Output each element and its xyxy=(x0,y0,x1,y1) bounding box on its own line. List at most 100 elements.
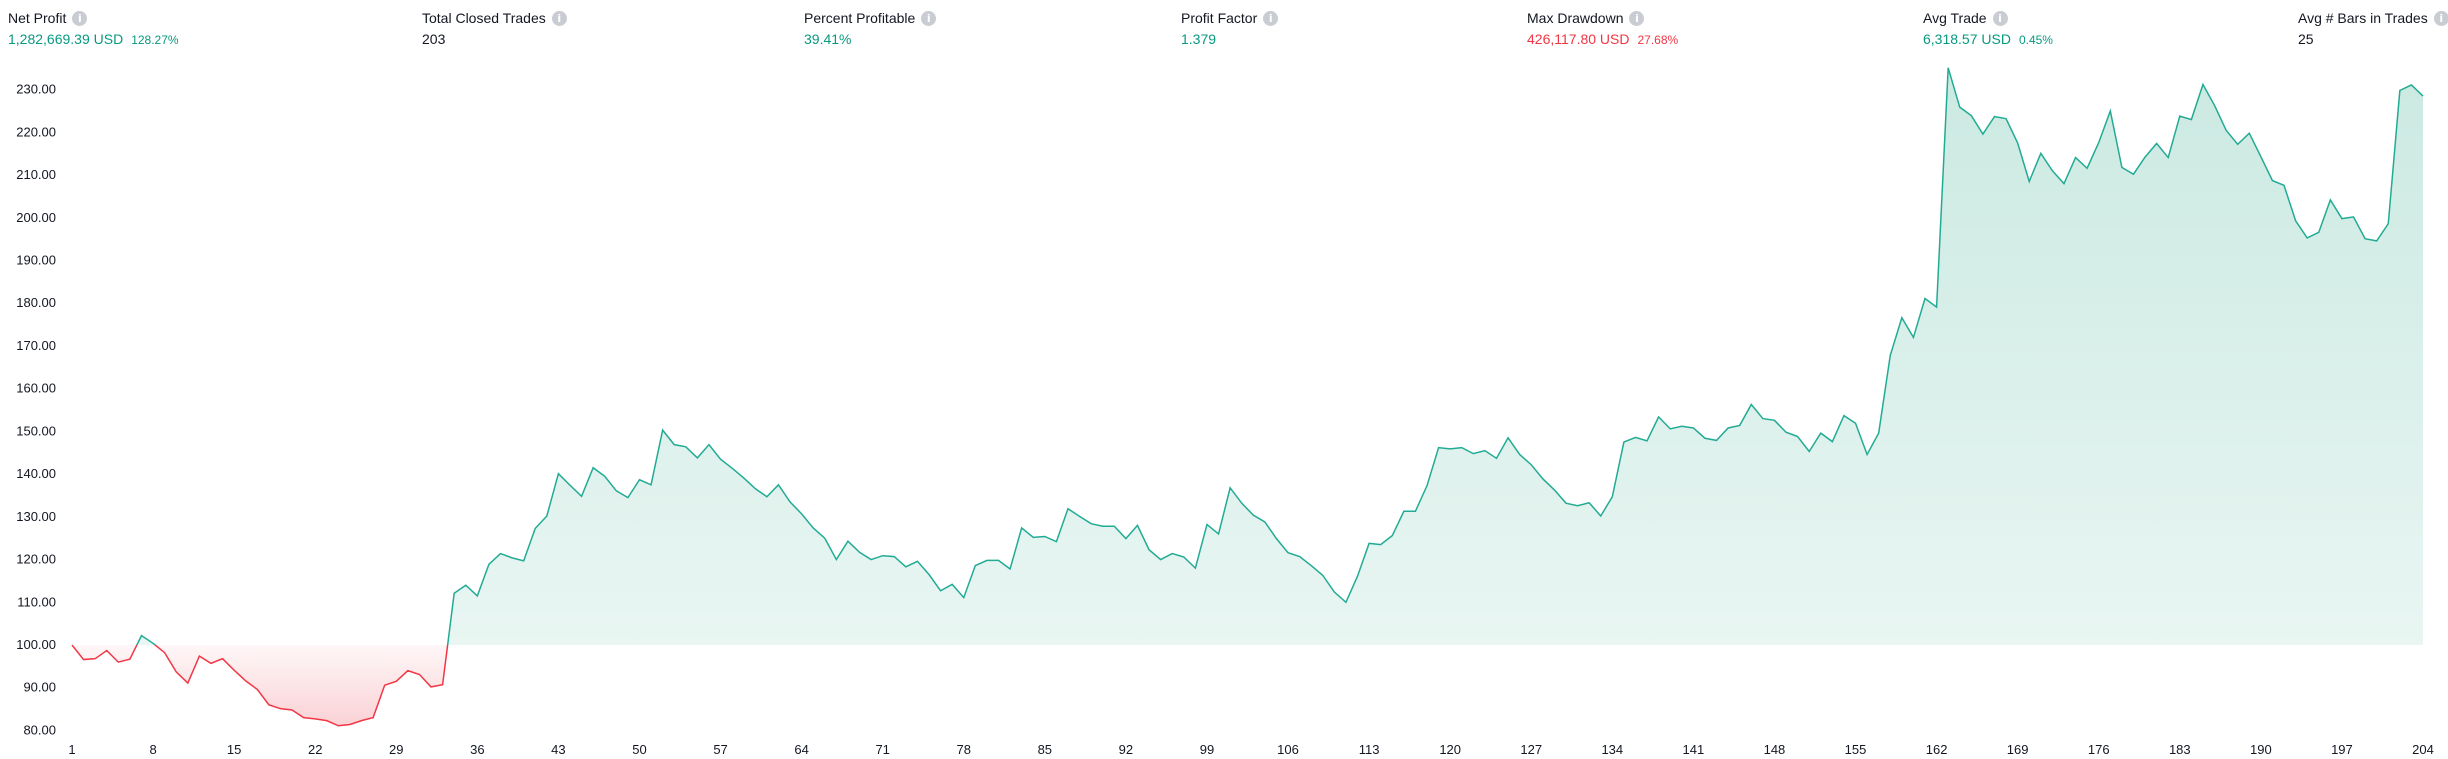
equity-point[interactable] xyxy=(1528,462,1534,468)
equity-point[interactable] xyxy=(254,686,260,692)
equity-point[interactable] xyxy=(440,682,446,688)
equity-point[interactable] xyxy=(752,486,758,492)
equity-point[interactable] xyxy=(1482,448,1488,454)
equity-point[interactable] xyxy=(938,588,944,594)
equity-point[interactable] xyxy=(1273,536,1279,542)
equity-point[interactable] xyxy=(949,581,955,587)
equity-point[interactable] xyxy=(1285,550,1291,556)
info-icon[interactable]: i xyxy=(1992,10,2008,26)
equity-point[interactable] xyxy=(1030,534,1036,540)
equity-chart[interactable]: 80.00 90.00 100.00 110.00 120.00 130.00 140.00… xyxy=(0,58,2448,759)
equity-point[interactable] xyxy=(1192,565,1198,571)
equity-point[interactable] xyxy=(648,482,654,488)
info-icon[interactable]: i xyxy=(551,10,567,26)
equity-point[interactable] xyxy=(1829,439,1835,445)
equity-point[interactable] xyxy=(2096,140,2102,146)
equity-point[interactable] xyxy=(289,707,295,713)
equity-point[interactable] xyxy=(324,718,330,724)
equity-point[interactable] xyxy=(521,558,527,564)
equity-point[interactable] xyxy=(2374,238,2380,244)
equity-point[interactable] xyxy=(1771,417,1777,423)
equity-point[interactable] xyxy=(660,427,666,433)
equity-point[interactable] xyxy=(1748,401,1754,407)
equity-point[interactable] xyxy=(1007,566,1013,572)
equity-point[interactable] xyxy=(914,558,920,564)
equity-point[interactable] xyxy=(2200,82,2206,88)
equity-point[interactable] xyxy=(1702,435,1708,441)
equity-point[interactable] xyxy=(1714,437,1720,443)
equity-point[interactable] xyxy=(1239,500,1245,506)
equity-point[interactable] xyxy=(1864,451,1870,457)
equity-point[interactable] xyxy=(1679,423,1685,429)
info-icon[interactable]: i xyxy=(921,10,937,26)
equity-point[interactable] xyxy=(1042,534,1048,540)
equity-point[interactable] xyxy=(741,475,747,481)
equity-point[interactable] xyxy=(880,553,886,559)
equity-point[interactable] xyxy=(845,538,851,544)
equity-point[interactable] xyxy=(451,590,457,596)
equity-point[interactable] xyxy=(463,582,469,588)
equity-point[interactable] xyxy=(2362,236,2368,242)
equity-point[interactable] xyxy=(2327,197,2333,203)
equity-point[interactable] xyxy=(1934,304,1940,310)
equity-point[interactable] xyxy=(416,671,422,677)
equity-point[interactable] xyxy=(1169,551,1175,557)
equity-point[interactable] xyxy=(1609,494,1615,500)
equity-point[interactable] xyxy=(81,657,87,663)
equity-point[interactable] xyxy=(1366,540,1372,546)
equity-point[interactable] xyxy=(1841,413,1847,419)
equity-point[interactable] xyxy=(2119,164,2125,170)
equity-point[interactable] xyxy=(185,680,191,686)
equity-point[interactable] xyxy=(868,557,874,563)
equity-point[interactable] xyxy=(2223,127,2229,133)
equity-point[interactable] xyxy=(2177,113,2183,119)
equity-point[interactable] xyxy=(1887,352,1893,358)
equity-point[interactable] xyxy=(266,702,272,708)
equity-point[interactable] xyxy=(1412,508,1418,514)
equity-point[interactable] xyxy=(636,477,642,483)
equity-point[interactable] xyxy=(196,653,202,659)
equity-point[interactable] xyxy=(498,551,504,557)
equity-point[interactable] xyxy=(104,648,110,654)
equity-point[interactable] xyxy=(2003,116,2009,122)
equity-point[interactable] xyxy=(706,442,712,448)
equity-point[interactable] xyxy=(2258,154,2264,160)
equity-point[interactable] xyxy=(1725,425,1731,431)
equity-point[interactable] xyxy=(2246,130,2252,136)
equity-point[interactable] xyxy=(1065,506,1071,512)
equity-point[interactable] xyxy=(972,563,978,569)
equity-point[interactable] xyxy=(2385,221,2391,227)
equity-point[interactable] xyxy=(822,535,828,541)
equity-point[interactable] xyxy=(891,554,897,560)
equity-point[interactable] xyxy=(1053,539,1059,545)
equity-point[interactable] xyxy=(718,456,724,462)
equity-point[interactable] xyxy=(1355,573,1361,579)
equity-point[interactable] xyxy=(1980,131,1986,137)
equity-point[interactable] xyxy=(1667,426,1673,432)
equity-point[interactable] xyxy=(579,493,585,499)
equity-point[interactable] xyxy=(1910,334,1916,340)
equity-point[interactable] xyxy=(613,488,619,494)
equity-point[interactable] xyxy=(393,678,399,684)
equity-point[interactable] xyxy=(729,465,735,471)
equity-point[interactable] xyxy=(1227,485,1233,491)
equity-point[interactable] xyxy=(1424,483,1430,489)
equity-point[interactable] xyxy=(694,455,700,461)
equity-point[interactable] xyxy=(1158,557,1164,563)
equity-point[interactable] xyxy=(926,572,932,578)
equity-point[interactable] xyxy=(127,656,133,662)
equity-point[interactable] xyxy=(1297,554,1303,560)
equity-point[interactable] xyxy=(2293,218,2299,224)
info-icon[interactable]: i xyxy=(2433,10,2448,26)
equity-point[interactable] xyxy=(1459,445,1465,451)
equity-point[interactable] xyxy=(1760,416,1766,422)
equity-point[interactable] xyxy=(1436,445,1442,451)
equity-point[interactable] xyxy=(2420,93,2426,99)
equity-point[interactable] xyxy=(2061,181,2067,187)
equity-point[interactable] xyxy=(625,495,631,501)
equity-point[interactable] xyxy=(1656,414,1662,420)
equity-point[interactable] xyxy=(1019,525,1025,531)
equity-point[interactable] xyxy=(1945,65,1951,71)
equity-point[interactable] xyxy=(1250,512,1256,518)
equity-point[interactable] xyxy=(1111,523,1117,529)
